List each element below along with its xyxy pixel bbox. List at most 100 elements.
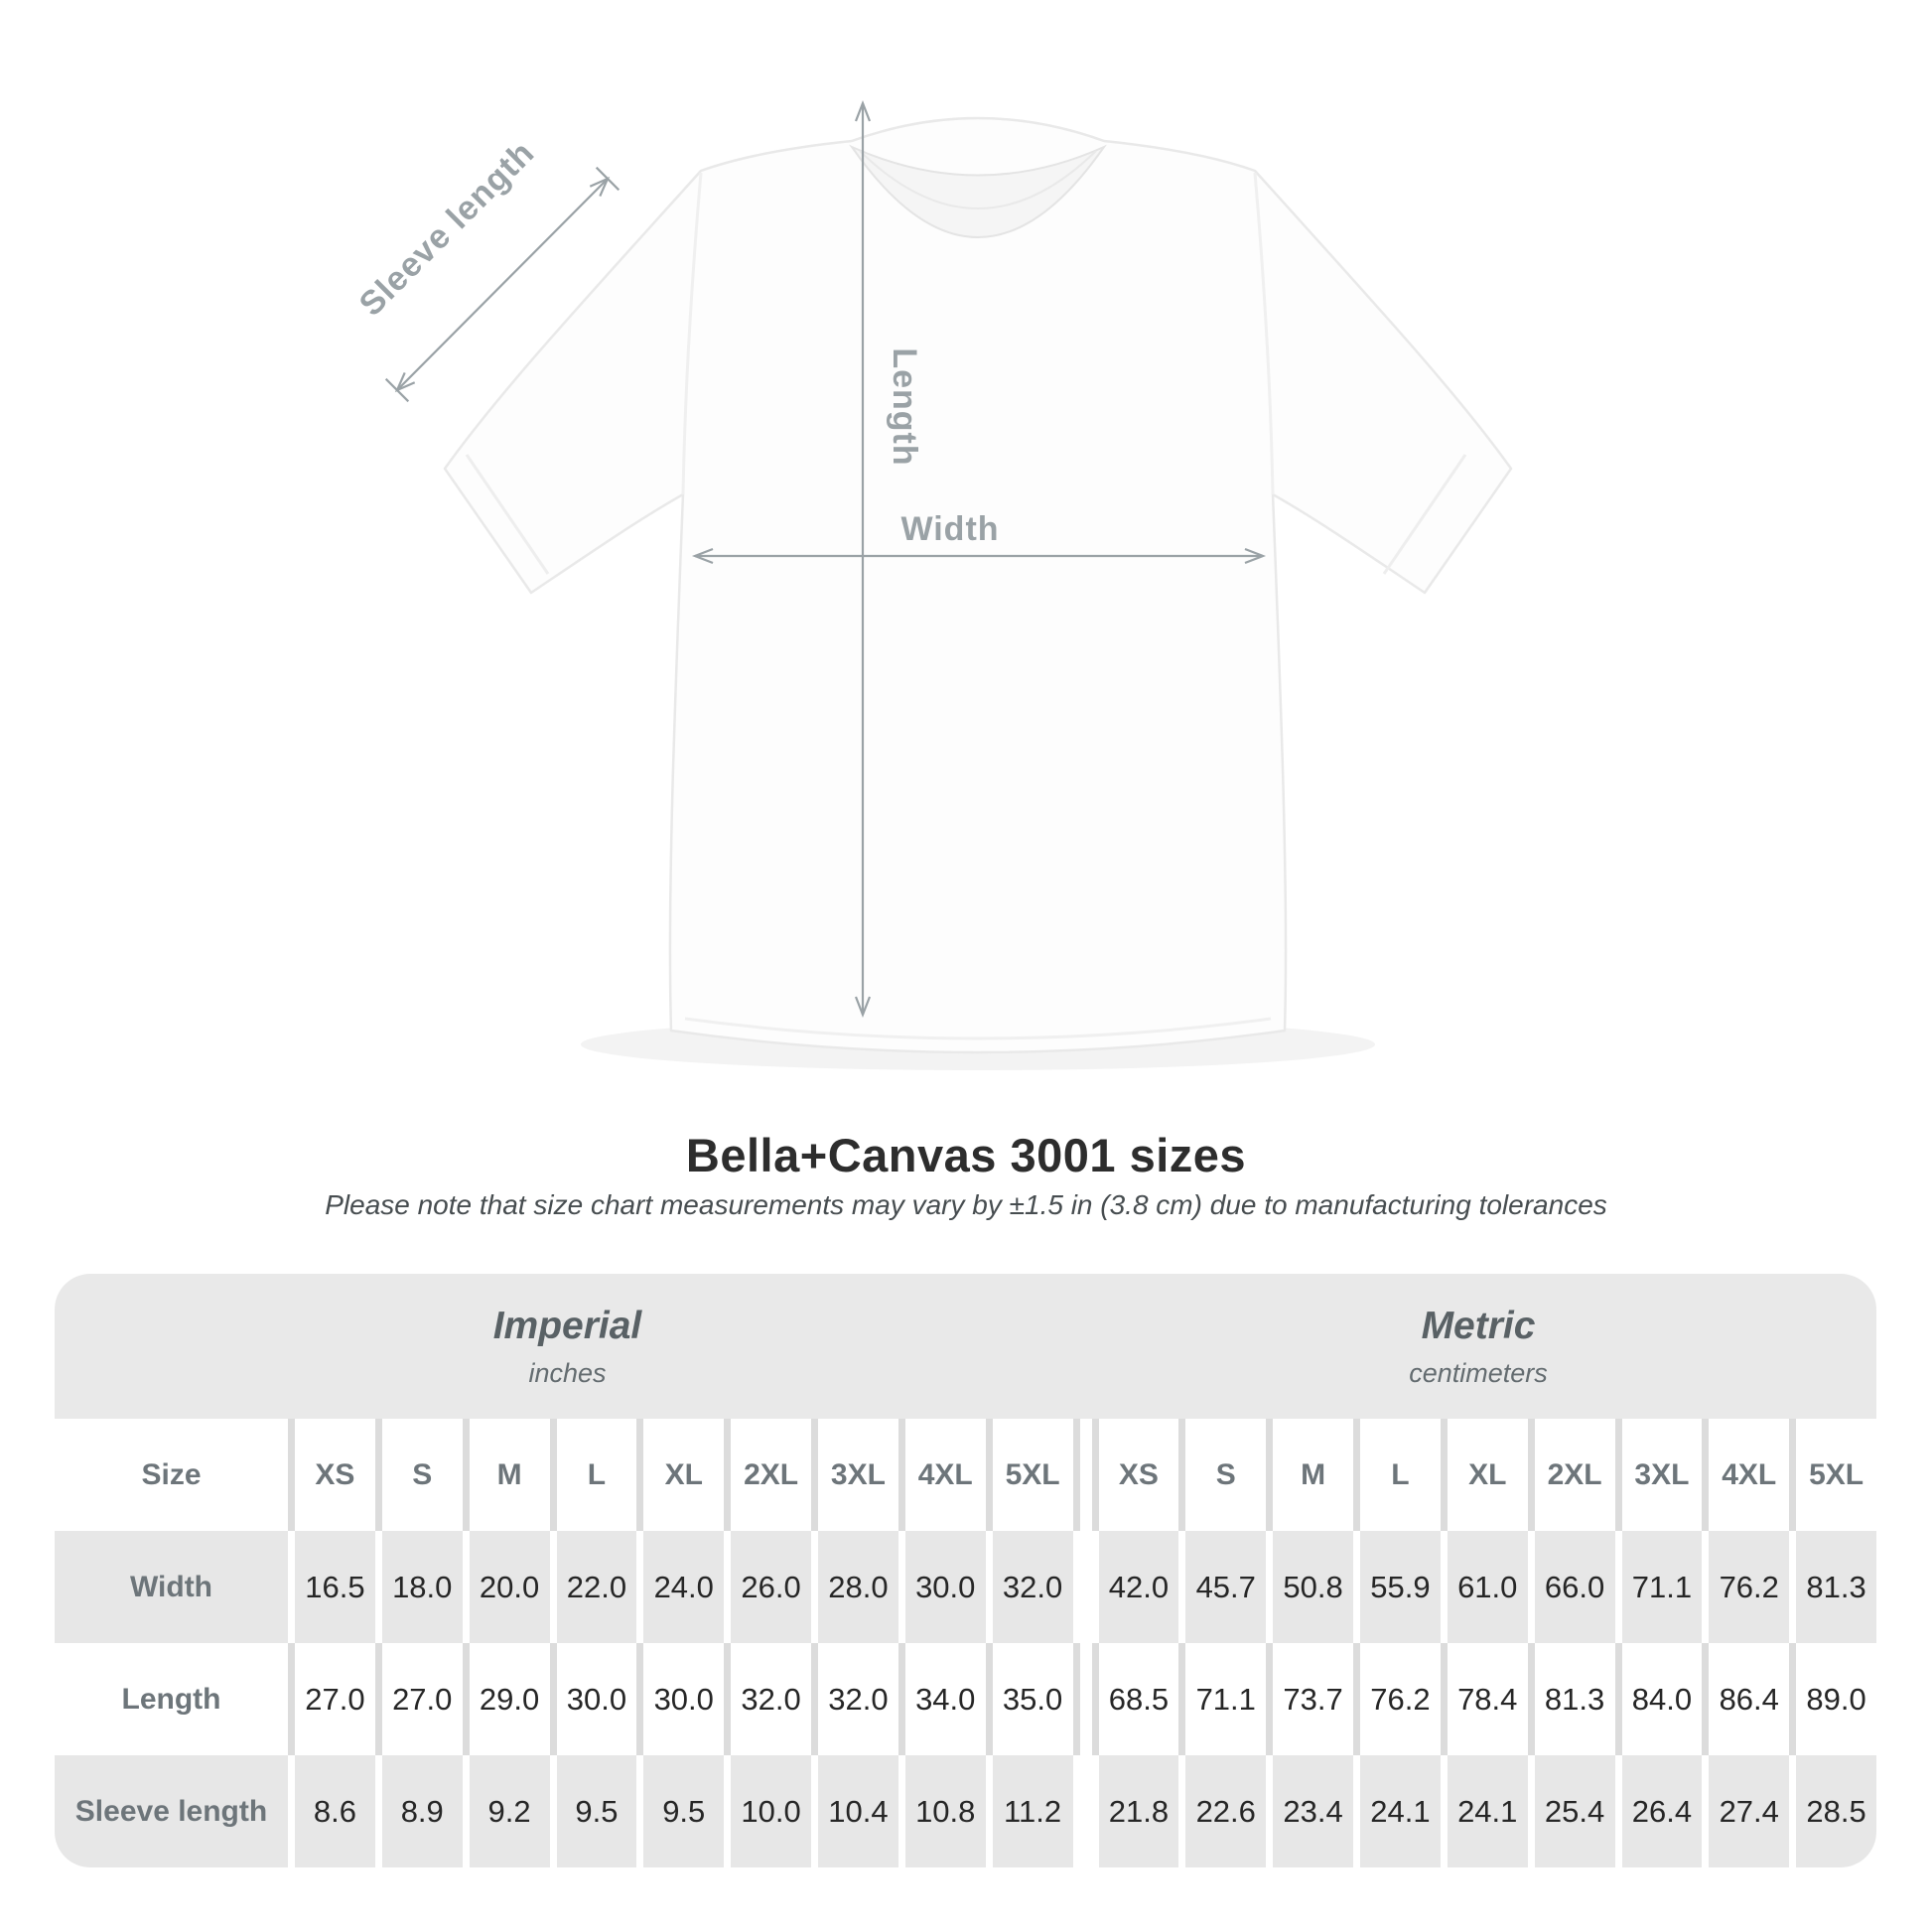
width-arrow xyxy=(691,547,1267,565)
measurement-value: 84.0 xyxy=(1621,1643,1703,1755)
measurement-value: 24.0 xyxy=(643,1531,725,1643)
measurement-value: 73.7 xyxy=(1273,1643,1353,1755)
left-cuff-seam xyxy=(465,454,550,575)
measurement-value: 10.0 xyxy=(731,1755,811,1867)
width-label: Width xyxy=(900,510,999,548)
measurement-value: 76.2 xyxy=(1360,1643,1441,1755)
size-col-header: 3XL xyxy=(818,1419,898,1531)
imperial-units: inches xyxy=(528,1357,607,1388)
measurement-value: 30.0 xyxy=(643,1643,725,1755)
right-sleeve-seam xyxy=(1253,172,1275,495)
size-col-header: XS xyxy=(295,1419,375,1531)
collar-inner-seam xyxy=(859,150,1097,209)
section-gap xyxy=(1079,1419,1092,1531)
measurement-value: 24.1 xyxy=(1360,1755,1441,1867)
table-row-sleeve: Sleeve length 8.6 8.9 9.2 9.5 9.5 10.0 10.4 10.8… xyxy=(55,1755,1876,1867)
size-col-header: L xyxy=(556,1419,637,1531)
size-col-header: M xyxy=(469,1419,550,1531)
measurement-value: 55.9 xyxy=(1360,1531,1441,1643)
size-corner-header: Size xyxy=(55,1419,288,1531)
measurement-value: 11.2 xyxy=(992,1755,1073,1867)
measurement-value: 32.0 xyxy=(818,1643,898,1755)
measurement-value: 10.4 xyxy=(818,1755,898,1867)
section-gap xyxy=(1079,1531,1092,1643)
measurement-value: 89.0 xyxy=(1796,1643,1876,1755)
measurement-value: 76.2 xyxy=(1709,1531,1790,1643)
imperial-section-header: Imperial inches xyxy=(55,1274,1080,1419)
measurement-value: 22.0 xyxy=(556,1531,637,1643)
section-gap xyxy=(1079,1755,1092,1867)
measurement-value: 25.4 xyxy=(1534,1755,1615,1867)
sleeve-length-arrow xyxy=(384,166,621,403)
measurement-value: 9.5 xyxy=(556,1755,637,1867)
measurement-value: 28.5 xyxy=(1796,1755,1876,1867)
measurement-value: 28.0 xyxy=(818,1531,898,1643)
tshirt-measurement-diagram: Sleeve length Length Width xyxy=(352,99,1513,1070)
measurement-value: 8.6 xyxy=(295,1755,375,1867)
row-label: Sleeve length xyxy=(55,1755,288,1867)
table-row-width: Width 16.5 18.0 20.0 22.0 24.0 26.0 28.0 30.0 32.… xyxy=(55,1531,1876,1643)
metric-title: Metric xyxy=(1421,1304,1536,1347)
sleeve-length-label: Sleeve length xyxy=(352,134,542,324)
measurement-value: 32.0 xyxy=(992,1531,1073,1643)
size-header-row: Size XS S M L XL 2XL 3XL 4XL 5XL XS S M L XL 2XL 3XL 4XL… xyxy=(55,1419,1876,1531)
measurement-value: 9.5 xyxy=(643,1755,725,1867)
size-col-header: 2XL xyxy=(1534,1419,1615,1531)
measurement-value: 23.4 xyxy=(1273,1755,1353,1867)
size-table: Imperial inches Metric centimeters Size … xyxy=(55,1274,1876,1867)
measurement-value: 27.0 xyxy=(295,1643,375,1755)
measurement-value: 30.0 xyxy=(556,1643,637,1755)
size-col-header: 5XL xyxy=(1796,1419,1876,1531)
length-label: Length xyxy=(886,347,923,466)
size-col-header: XS xyxy=(1098,1419,1179,1531)
row-label: Length xyxy=(55,1643,288,1755)
measurement-value: 20.0 xyxy=(469,1531,550,1643)
measurement-value: 61.0 xyxy=(1447,1531,1528,1643)
section-gap xyxy=(1079,1643,1092,1755)
size-col-header: S xyxy=(1185,1419,1267,1531)
measurement-value: 8.9 xyxy=(381,1755,463,1867)
measurement-value: 50.8 xyxy=(1273,1531,1353,1643)
measurement-value: 22.6 xyxy=(1185,1755,1267,1867)
measurement-value: 27.0 xyxy=(381,1643,463,1755)
unit-section-header: Imperial inches Metric centimeters xyxy=(55,1274,1876,1419)
row-label: Width xyxy=(55,1531,288,1643)
measurement-value: 30.0 xyxy=(904,1531,986,1643)
size-col-header: L xyxy=(1360,1419,1441,1531)
size-col-header: 3XL xyxy=(1621,1419,1703,1531)
measurement-value: 29.0 xyxy=(469,1643,550,1755)
collar xyxy=(849,144,1107,238)
imperial-title: Imperial xyxy=(492,1304,642,1347)
measurement-value: 18.0 xyxy=(381,1531,463,1643)
length-arrow xyxy=(854,99,872,1019)
metric-units: centimeters xyxy=(1409,1357,1548,1388)
size-col-header: XL xyxy=(1447,1419,1528,1531)
measurement-value: 27.4 xyxy=(1709,1755,1790,1867)
size-col-header: M xyxy=(1273,1419,1353,1531)
collar-back xyxy=(851,117,1105,142)
size-col-header: 4XL xyxy=(904,1419,986,1531)
measurement-value: 68.5 xyxy=(1098,1643,1179,1755)
tolerance-note: Please note that size chart measurements… xyxy=(325,1189,1607,1220)
size-col-header: 2XL xyxy=(731,1419,811,1531)
size-col-header: XL xyxy=(643,1419,725,1531)
measurement-value: 86.4 xyxy=(1709,1643,1790,1755)
size-col-header: S xyxy=(381,1419,463,1531)
table-row-length: Length 27.0 27.0 29.0 30.0 30.0 32.0 32.0 34.0 35… xyxy=(55,1643,1876,1755)
measurement-value: 71.1 xyxy=(1185,1643,1267,1755)
size-col-header: 4XL xyxy=(1709,1419,1790,1531)
left-sleeve-seam xyxy=(681,172,703,495)
measurement-value: 10.8 xyxy=(904,1755,986,1867)
measurement-value: 34.0 xyxy=(904,1643,986,1755)
measurement-value: 26.0 xyxy=(731,1531,811,1643)
measurement-value: 26.4 xyxy=(1621,1755,1703,1867)
size-col-header: 5XL xyxy=(992,1419,1073,1531)
measurement-value: 45.7 xyxy=(1185,1531,1267,1643)
measurement-value: 71.1 xyxy=(1621,1531,1703,1643)
page-title: Bella+Canvas 3001 sizes xyxy=(685,1129,1247,1181)
measurement-value: 9.2 xyxy=(469,1755,550,1867)
measurement-value: 81.3 xyxy=(1796,1531,1876,1643)
measurement-value: 24.1 xyxy=(1447,1755,1528,1867)
measurement-value: 78.4 xyxy=(1447,1643,1528,1755)
